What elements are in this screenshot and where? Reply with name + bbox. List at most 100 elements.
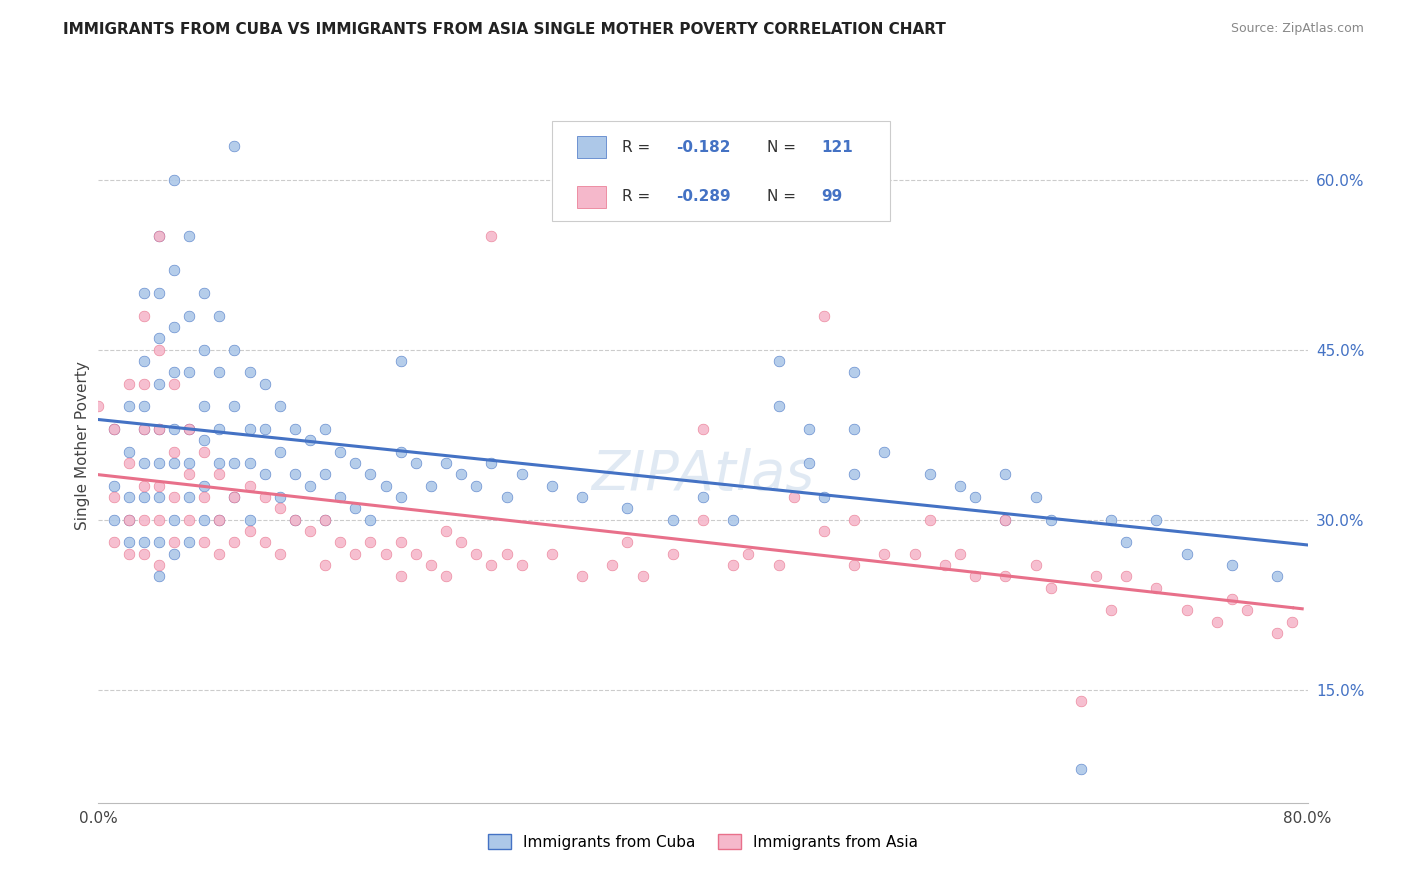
Point	[118, 400, 141, 414]
Point	[994, 513, 1017, 527]
Point	[571, 490, 593, 504]
Point	[1281, 615, 1303, 629]
Point	[179, 467, 201, 482]
Point	[873, 547, 896, 561]
Point	[224, 490, 246, 504]
Point	[1267, 626, 1289, 640]
Point	[949, 547, 972, 561]
Point	[132, 535, 155, 549]
Point	[208, 309, 231, 323]
Point	[389, 444, 412, 458]
Point	[148, 422, 170, 436]
Point	[934, 558, 956, 572]
Point	[148, 513, 170, 527]
Point	[208, 365, 231, 379]
Point	[1085, 569, 1108, 583]
Point	[118, 490, 141, 504]
Point	[1070, 694, 1092, 708]
Point	[994, 467, 1017, 482]
Point	[193, 490, 215, 504]
Point	[193, 434, 215, 448]
Point	[723, 558, 745, 572]
Point	[329, 490, 352, 504]
Point	[148, 456, 170, 470]
Point	[148, 535, 170, 549]
Point	[616, 535, 638, 549]
Point	[904, 547, 927, 561]
Point	[179, 422, 201, 436]
Point	[163, 422, 186, 436]
Point	[481, 558, 503, 572]
Point	[1175, 603, 1198, 617]
Point	[420, 478, 443, 492]
Text: R =: R =	[621, 139, 655, 154]
Point	[510, 467, 533, 482]
Point	[813, 309, 835, 323]
Point	[208, 467, 231, 482]
Point	[163, 263, 186, 277]
Point	[1024, 490, 1046, 504]
Text: Source: ZipAtlas.com: Source: ZipAtlas.com	[1230, 22, 1364, 36]
Point	[284, 467, 307, 482]
Point	[813, 524, 835, 538]
Point	[692, 513, 714, 527]
Point	[314, 558, 336, 572]
Point	[465, 547, 488, 561]
Legend: Immigrants from Cuba, Immigrants from Asia: Immigrants from Cuba, Immigrants from As…	[482, 828, 924, 855]
Point	[179, 456, 201, 470]
Point	[344, 501, 367, 516]
Point	[224, 138, 246, 153]
Point	[314, 513, 336, 527]
Point	[208, 456, 231, 470]
Point	[1115, 535, 1137, 549]
Point	[495, 547, 517, 561]
Point	[239, 478, 262, 492]
Point	[269, 400, 291, 414]
Point	[239, 422, 262, 436]
Point	[148, 478, 170, 492]
Point	[163, 535, 186, 549]
Point	[510, 558, 533, 572]
Point	[148, 569, 170, 583]
Point	[269, 547, 291, 561]
Point	[163, 547, 186, 561]
Point	[314, 422, 336, 436]
Y-axis label: Single Mother Poverty: Single Mother Poverty	[75, 361, 90, 531]
Point	[148, 229, 170, 244]
Point	[844, 558, 866, 572]
Point	[949, 478, 972, 492]
Point	[329, 535, 352, 549]
Point	[103, 422, 125, 436]
Point	[1267, 569, 1289, 583]
Point	[253, 535, 276, 549]
Point	[224, 490, 246, 504]
Point	[1144, 513, 1167, 527]
Point	[571, 569, 593, 583]
Point	[132, 354, 155, 368]
Point	[344, 547, 367, 561]
Point	[299, 478, 322, 492]
Point	[495, 490, 517, 504]
Point	[844, 467, 866, 482]
Point	[132, 422, 155, 436]
Point	[1144, 581, 1167, 595]
Text: ZIPAtlas: ZIPAtlas	[592, 448, 814, 501]
Point	[1070, 762, 1092, 776]
FancyBboxPatch shape	[578, 136, 606, 159]
Point	[540, 478, 562, 492]
Point	[148, 490, 170, 504]
Point	[299, 524, 322, 538]
Point	[1039, 581, 1062, 595]
Point	[132, 547, 155, 561]
Point	[163, 513, 186, 527]
Point	[193, 444, 215, 458]
Point	[269, 490, 291, 504]
Point	[1236, 603, 1258, 617]
Point	[360, 467, 382, 482]
Point	[163, 320, 186, 334]
Point	[132, 286, 155, 301]
Point	[179, 490, 201, 504]
Point	[1220, 558, 1243, 572]
Point	[193, 343, 215, 357]
Point	[631, 569, 654, 583]
